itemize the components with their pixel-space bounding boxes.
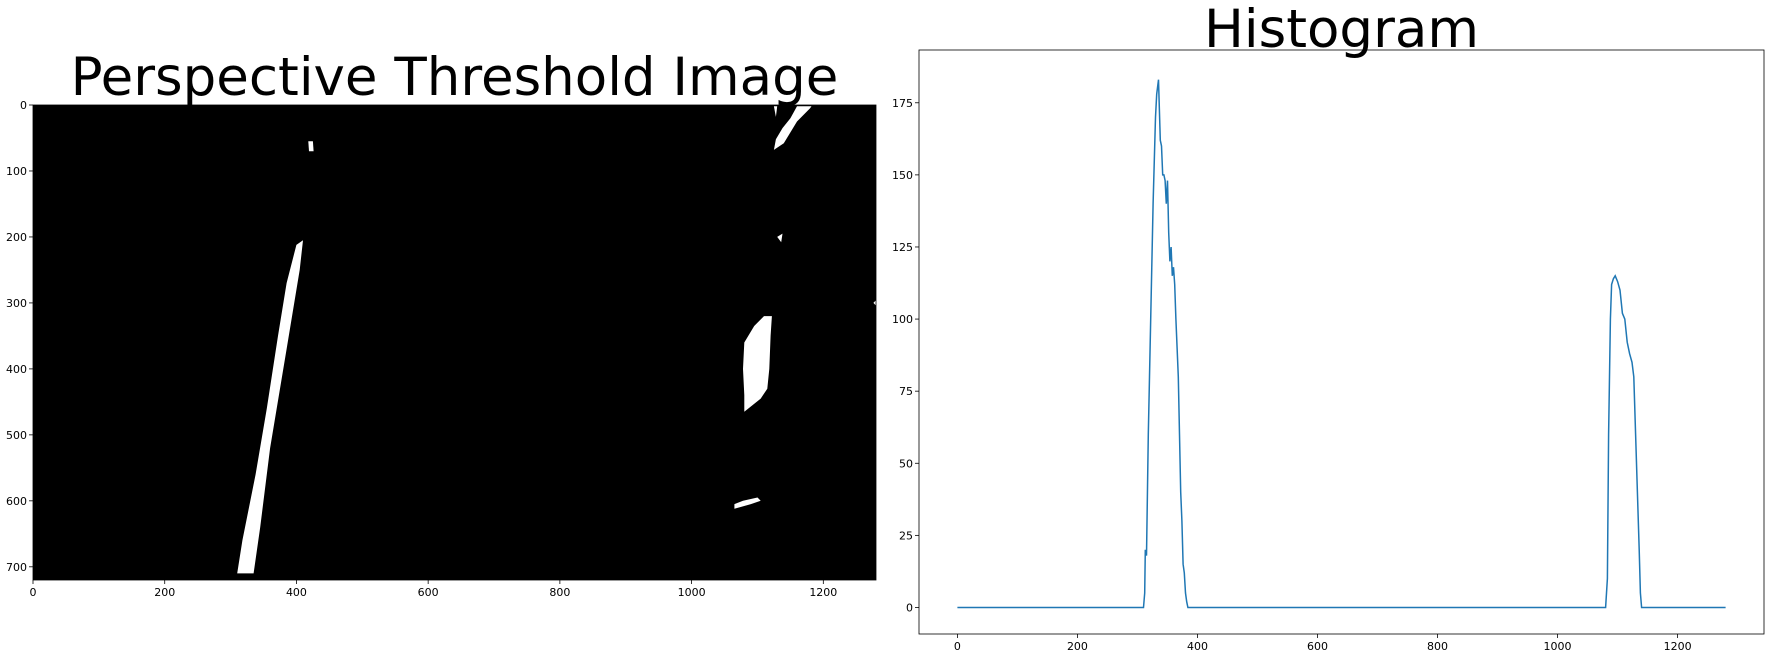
x-tick-label: 800	[1427, 640, 1448, 653]
histogram-x-axis: 0 200 400 600 800 1000 1200	[954, 634, 1692, 653]
threshold-image-title: Perspective Threshold Image	[71, 47, 839, 108]
right-edge-fleck	[873, 300, 876, 306]
histogram-panel: Histogram 0 200 400 600 800 1000 1200 0 25 50 75 1…	[892, 0, 1765, 653]
right-lane-segment-top-stub	[773, 106, 778, 117]
y-tick-label: 25	[899, 529, 913, 542]
y-tick-label: 0	[20, 99, 27, 112]
left-lane-line	[237, 240, 303, 574]
x-tick-label: 200	[1067, 640, 1088, 653]
x-tick-label: 800	[549, 586, 570, 599]
x-tick-label: 0	[30, 586, 37, 599]
threshold-image-panel: Perspective Threshold Image 0 200 400 600 80…	[6, 47, 877, 599]
x-tick-label: 0	[954, 640, 961, 653]
x-tick-label: 600	[1307, 640, 1328, 653]
y-tick-label: 500	[6, 429, 27, 442]
y-tick-label: 100	[892, 313, 913, 326]
threshold-image-y-axis: 0 100 200 300 400 500 600 700	[6, 99, 33, 574]
y-tick-label: 0	[906, 601, 913, 614]
histogram-line	[957, 79, 1726, 609]
y-tick-label: 175	[892, 97, 913, 110]
histogram-frame	[918, 49, 1765, 635]
y-tick-label: 100	[6, 165, 27, 178]
left-lane-fragment-top	[308, 141, 314, 152]
y-tick-label: 125	[892, 241, 913, 254]
x-tick-label: 200	[154, 586, 175, 599]
y-tick-label: 75	[899, 385, 913, 398]
x-tick-label: 1200	[1664, 640, 1692, 653]
threshold-image-white-regions	[237, 106, 876, 574]
right-lane-segment-middle	[743, 316, 772, 412]
x-tick-label: 1200	[809, 586, 837, 599]
x-tick-label: 400	[1187, 640, 1208, 653]
threshold-image-x-axis: 0 200 400 600 800 1000 1200	[30, 580, 837, 599]
threshold-image-background	[33, 105, 876, 580]
y-tick-label: 400	[6, 363, 27, 376]
right-lane-segment-bottom	[734, 497, 761, 509]
y-tick-label: 300	[6, 297, 27, 310]
right-lane-fleck	[777, 233, 783, 243]
x-tick-label: 400	[286, 586, 307, 599]
histogram-y-axis: 0 25 50 75 100 125 150 175	[892, 97, 919, 614]
x-tick-label: 1000	[1544, 640, 1572, 653]
y-tick-label: 150	[892, 169, 913, 182]
histogram-title: Histogram	[1204, 0, 1479, 60]
right-lane-segment-top	[773, 106, 812, 150]
y-tick-label: 600	[6, 495, 27, 508]
x-tick-label: 600	[418, 586, 439, 599]
y-tick-label: 200	[6, 231, 27, 244]
x-tick-label: 1000	[678, 586, 706, 599]
threshold-image-frame	[32, 104, 877, 581]
y-tick-label: 50	[899, 457, 913, 470]
y-tick-label: 700	[6, 561, 27, 574]
